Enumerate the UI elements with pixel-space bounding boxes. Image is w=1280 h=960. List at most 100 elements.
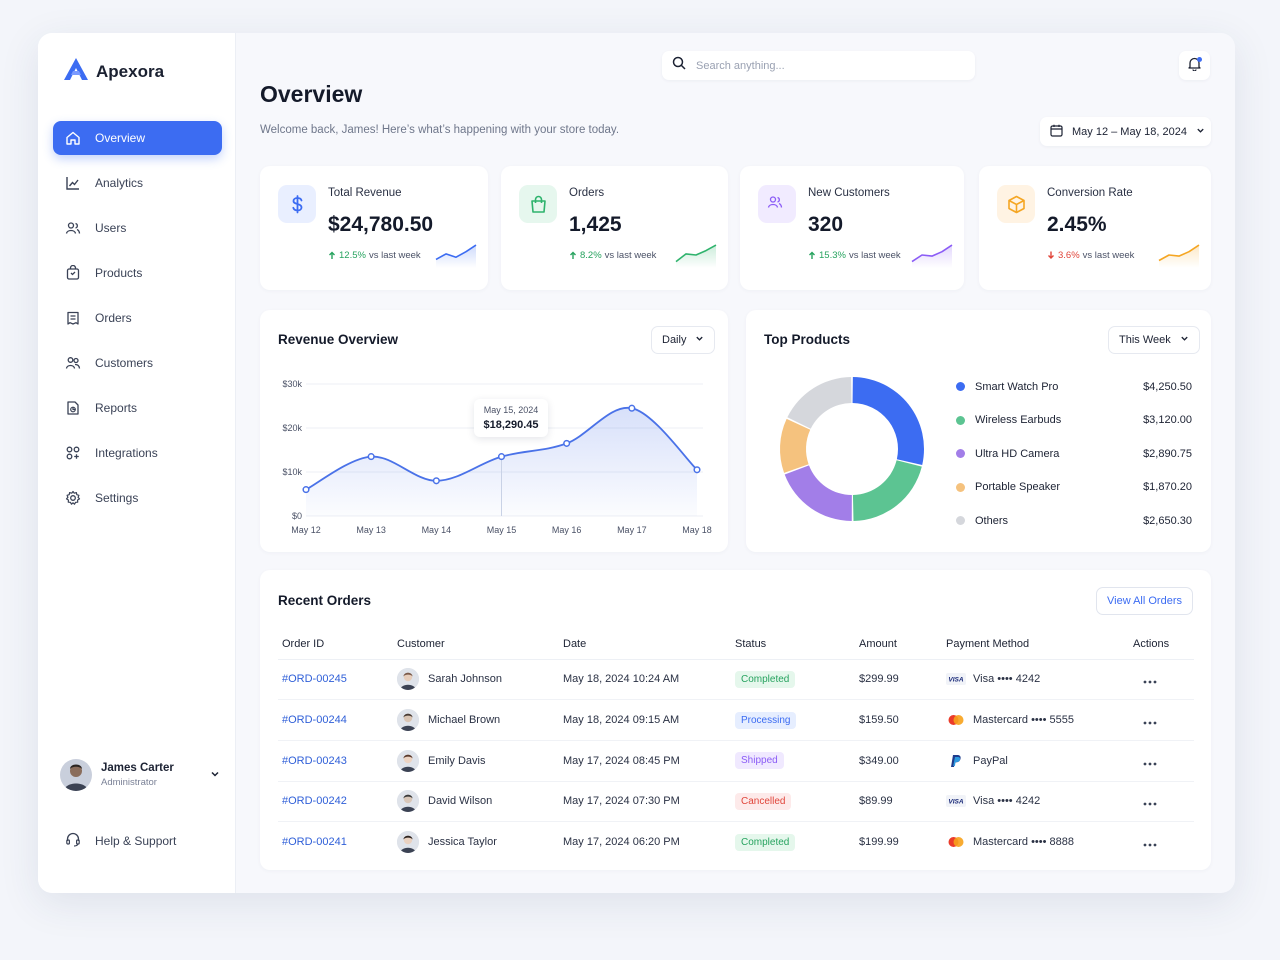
donut-slice-wireless-earbuds — [852, 460, 922, 521]
order-amount: $89.99 — [855, 781, 942, 823]
payment-method: Mastercard •••• 8888 — [946, 836, 1129, 848]
legend-value: $1,870.20 — [1143, 481, 1192, 494]
sidebar-item-products[interactable]: Products — [53, 256, 222, 290]
x-tick-label: May 13 — [356, 525, 386, 535]
legend-value: $4,250.50 — [1143, 380, 1192, 393]
revenue-filter-label: Daily — [662, 334, 687, 346]
payment-method: Mastercard •••• 5555 — [946, 714, 1129, 726]
legend-item: Smart Watch Pro $4,250.50 — [956, 370, 1192, 404]
sidebar-item-label: Customers — [95, 356, 154, 370]
column-header-payment-method: Payment Method — [942, 629, 1129, 660]
chevron-down-icon — [695, 334, 704, 346]
sidebar-item-orders[interactable]: Orders — [53, 301, 222, 335]
payment-method: VISA Visa •••• 4242 — [946, 673, 1129, 686]
sidebar-item-reports[interactable]: Reports — [53, 391, 222, 425]
order-amount: $199.99 — [859, 836, 899, 849]
stat-icon-box — [278, 185, 316, 223]
order-id-link[interactable]: #ORD-00241 — [282, 836, 347, 849]
payment-label: Mastercard •••• 5555 — [973, 714, 1075, 727]
table-row[interactable]: #ORD-00241 Jessica Taylor May 17, 2024 0… — [278, 822, 1194, 863]
more-horizontal-icon — [1143, 803, 1157, 806]
stat-change: 12.5% vs last week — [328, 250, 421, 261]
stat-label: Orders — [569, 187, 605, 199]
order-amount: $299.99 — [855, 659, 942, 701]
avatar — [397, 831, 419, 854]
revenue-filter-dropdown[interactable]: Daily — [651, 326, 716, 354]
search-bar[interactable] — [662, 51, 975, 80]
legend-value: $3,120.00 — [1143, 414, 1192, 427]
table-row[interactable]: #ORD-00243 Emily Davis May 17, 2024 08:4… — [278, 740, 1194, 782]
customer-cell: Michael Brown — [397, 709, 559, 732]
sidebar-item-settings[interactable]: Settings — [53, 481, 222, 515]
order-amount: $159.50 — [855, 699, 942, 741]
more-actions-button[interactable] — [1143, 753, 1157, 769]
avatar — [397, 790, 419, 813]
sparkline-line — [675, 244, 717, 263]
table-row[interactable]: #ORD-00244 Michael Brown May 18, 2024 09… — [278, 699, 1194, 741]
shopping-bag-icon — [528, 194, 549, 215]
data-point-may-12 — [302, 486, 310, 494]
recent-orders-card: Recent Orders View All Orders Order ID Cu… — [260, 570, 1211, 870]
sidebar-item-overview[interactable]: Overview — [53, 121, 222, 155]
apexora-logo-icon — [63, 57, 89, 86]
order-id-link[interactable]: #ORD-00244 — [282, 714, 347, 727]
stat-change: 8.2% vs last week — [569, 250, 656, 261]
chevron-down-icon — [1180, 334, 1189, 346]
notifications-button[interactable] — [1179, 51, 1210, 80]
top-products-filter-dropdown[interactable]: This Week — [1108, 326, 1200, 354]
sidebar-item-customers[interactable]: Customers — [53, 346, 222, 380]
more-actions-button[interactable] — [1143, 671, 1157, 687]
top-products-donut-chart — [780, 377, 924, 521]
sidebar-item-label: Users — [95, 221, 127, 235]
stat-label: Conversion Rate — [1047, 187, 1133, 199]
user-card[interactable]: James Carter Administrator — [60, 759, 220, 791]
date-range-picker[interactable]: May 12 – May 18, 2024 — [1040, 117, 1211, 146]
sidebar-item-integrations[interactable]: Integrations — [53, 436, 222, 470]
order-id-link[interactable]: #ORD-00242 — [282, 795, 347, 808]
more-actions-button[interactable] — [1143, 793, 1157, 809]
table-row[interactable]: #ORD-00242 David Wilson May 17, 2024 07:… — [278, 781, 1194, 823]
legend-value: $2,890.75 — [1143, 447, 1192, 460]
calendar-icon — [1050, 124, 1063, 140]
search-input[interactable] — [696, 59, 956, 72]
top-products-title: Top Products — [764, 332, 850, 347]
table-row[interactable]: #ORD-00245 Sarah Johnson May 18, 2024 10… — [278, 659, 1194, 701]
x-tick-label: May 12 — [291, 525, 321, 535]
chevron-down-icon[interactable] — [210, 766, 220, 784]
more-actions-button[interactable] — [1143, 834, 1157, 850]
order-date: May 18, 2024 10:24 AM — [559, 659, 731, 701]
sidebar-item-users[interactable]: Users — [53, 211, 222, 245]
more-horizontal-icon — [1143, 721, 1157, 725]
sidebar-item-label: Orders — [95, 311, 132, 325]
paypal-icon — [946, 754, 966, 768]
legend-swatch — [956, 482, 965, 492]
order-id-link[interactable]: #ORD-00243 — [282, 754, 347, 767]
date-range-label: May 12 – May 18, 2024 — [1072, 125, 1187, 138]
more-actions-button[interactable] — [1143, 712, 1157, 728]
sidebar-item-label: Integrations — [95, 446, 158, 460]
view-all-orders-button[interactable]: View All Orders — [1096, 587, 1193, 615]
sidebar-item-analytics[interactable]: Analytics — [53, 166, 222, 200]
payment-method: VISA Visa •••• 4242 — [946, 795, 1129, 808]
legend-label: Ultra HD Camera — [975, 447, 1060, 460]
payment-label: Visa •••• 4242 — [973, 673, 1041, 686]
stat-value: 320 — [808, 213, 844, 236]
column-header-amount: Amount — [855, 629, 942, 660]
orders-icon — [65, 310, 81, 326]
stat-card-conversion-rate: Conversion Rate 2.45% 3.6% vs last week — [979, 166, 1211, 290]
stat-change-value: 12.5% — [339, 250, 366, 261]
column-header-date: Date — [559, 629, 731, 660]
revenue-overview-card: Revenue Overview Daily $0 $10k $20k $30k May… — [260, 310, 728, 552]
avatar — [397, 668, 419, 691]
stat-icon-box — [758, 185, 796, 223]
brand[interactable]: Apexora — [63, 57, 164, 86]
dollar-icon — [287, 194, 308, 215]
status-badge: Cancelled — [735, 792, 792, 810]
legend-swatch — [956, 415, 965, 425]
home-icon — [65, 130, 81, 146]
arrow-up-icon — [569, 251, 577, 260]
order-id-link[interactable]: #ORD-00245 — [282, 673, 347, 686]
help-support-link[interactable]: Help & Support — [65, 831, 176, 850]
donut-slice-others — [787, 377, 852, 429]
donut-slice-ultra-hd-camera — [784, 465, 852, 521]
